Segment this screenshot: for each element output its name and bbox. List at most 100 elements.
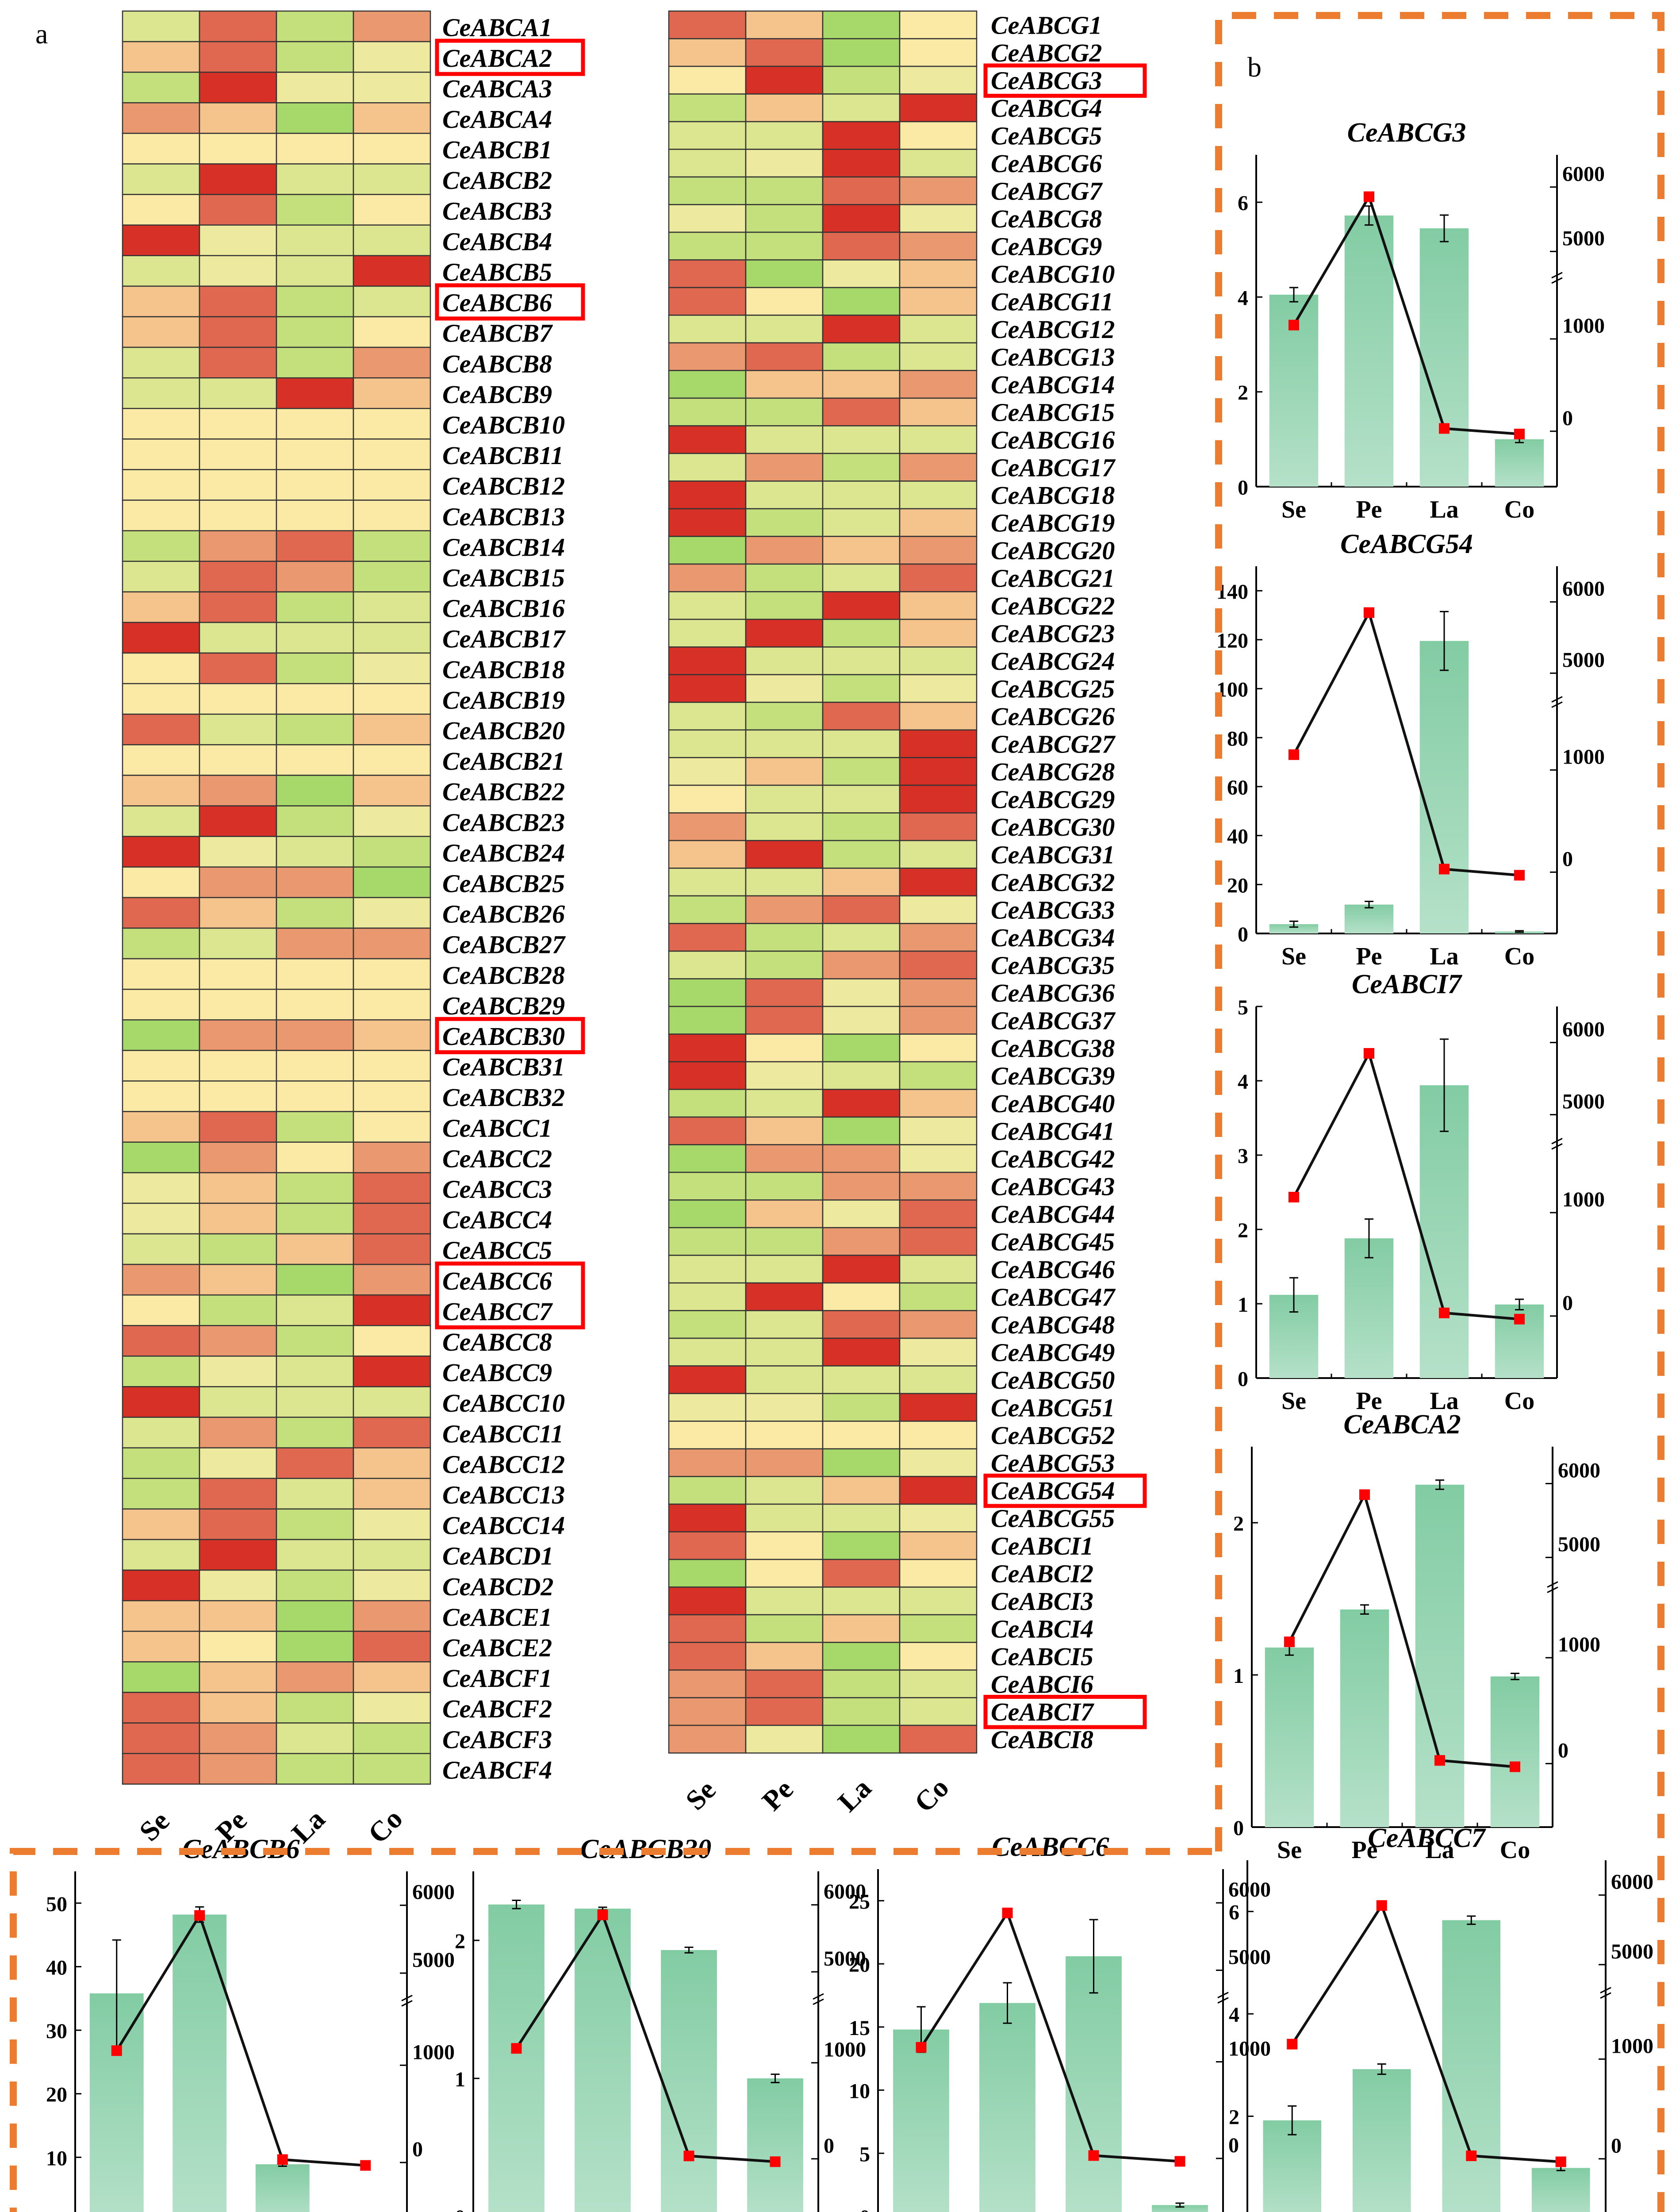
heatmap-cell (276, 1356, 354, 1387)
heatmap-cell (199, 1753, 277, 1785)
heatmap-cell (745, 38, 824, 67)
heatmap-cell (199, 1202, 277, 1235)
heatmap-cell (899, 342, 978, 371)
heatmap-cell (668, 38, 747, 67)
heatmap-cell (276, 1478, 354, 1510)
bar-line-chart: CeABCG540204060801001201400100050006000S… (1216, 529, 1605, 970)
heatmap-cell (668, 1089, 747, 1118)
heatmap-row-label: CeABCG6 (991, 149, 1102, 178)
heatmap-cell (745, 121, 824, 150)
heatmap-cell (122, 1569, 200, 1601)
heatmap-cell (276, 224, 354, 257)
heatmap-cell (822, 149, 901, 178)
heatmap-cell (822, 204, 901, 233)
heatmap-cell (745, 204, 824, 233)
heatmap-row-label: CeABCC5 (442, 1236, 552, 1265)
heatmap-row-label: CeABCE2 (442, 1633, 552, 1662)
heatmap-cell (899, 287, 978, 316)
heatmap-cell (668, 1310, 747, 1339)
heatmap-cell (199, 377, 277, 409)
heatmap-cell (199, 71, 277, 104)
bar-line-chart: CeABCB300120100050006000SePeLaCo (455, 1834, 866, 2212)
heatmap-row-label: CeABCG51 (991, 1393, 1115, 1422)
right-tick-label: 1000 (1558, 1633, 1600, 1656)
heatmap-column-label: Co (362, 1803, 409, 1850)
heatmap-cell (353, 41, 431, 73)
heatmap-cell (276, 1569, 354, 1601)
heatmap-cell (353, 775, 431, 806)
heatmap-cell (668, 121, 747, 150)
axis-break-mark (401, 2000, 413, 2007)
heatmap-cell (276, 1111, 354, 1143)
heatmap-cell (668, 674, 747, 703)
heatmap-cell (122, 714, 200, 745)
heatmap-cell (122, 591, 200, 623)
heatmap-cell (668, 1559, 747, 1588)
heatmap-cell (122, 41, 200, 73)
heatmap-cell (276, 133, 354, 165)
line-marker (1364, 607, 1374, 618)
heatmap-cell (668, 1448, 747, 1477)
line-series (1292, 609, 1520, 877)
heatmap-cell (745, 93, 824, 123)
left-tick-label: 4 (1238, 1070, 1248, 1094)
heatmap-row-label: CeABCB31 (442, 1052, 565, 1081)
heatmap-cell (745, 1614, 824, 1643)
heatmap-cell (276, 255, 354, 287)
heatmap-row-label: CeABCG1 (991, 11, 1102, 39)
heatmap-cell (899, 1144, 978, 1173)
heatmap-cell (822, 342, 901, 371)
heatmap-row-label: CeABCG10 (991, 260, 1115, 288)
heatmap-cell (745, 231, 824, 261)
bar (1340, 1609, 1389, 1827)
heatmap-row-label: CeABCC9 (442, 1358, 552, 1387)
heatmap-cell (668, 1255, 747, 1284)
heatmap-cell (822, 1531, 901, 1560)
heatmap-cell (668, 812, 747, 841)
left-tick-label: 0 (1238, 1367, 1248, 1391)
heatmap-row-label: CeABCI4 (991, 1614, 1093, 1643)
heatmap-cell (668, 1586, 747, 1616)
heatmap-cell (199, 1080, 277, 1112)
heatmap-cell (899, 1171, 978, 1201)
heatmap-row-label: CeABCG4 (991, 94, 1102, 123)
heatmap-cell (199, 1294, 277, 1326)
heatmap-cell (199, 1600, 277, 1632)
heatmap-cell (822, 1282, 901, 1311)
heatmap-row-label: CeABCB16 (442, 594, 565, 623)
heatmap-cell (199, 224, 277, 257)
heatmap-cell (353, 1080, 431, 1112)
axis-break-mark (1551, 701, 1563, 708)
line-series (1288, 1491, 1515, 1768)
heatmap-cell (276, 1202, 354, 1235)
heatmap-cell (745, 1171, 824, 1201)
heatmap-cell (199, 1478, 277, 1510)
heatmap-cell (899, 453, 978, 482)
heatmap-cell (122, 133, 200, 165)
heatmap-cell (122, 775, 200, 806)
heatmap-row-label: CeABCG49 (991, 1338, 1115, 1367)
heatmap-cell (199, 1692, 277, 1724)
heatmap-row-label: CeABCI1 (991, 1532, 1093, 1560)
line-marker (1284, 1636, 1295, 1647)
heatmap-cell (353, 1050, 431, 1082)
heatmap-cell (822, 480, 901, 510)
bar (1419, 1085, 1469, 1378)
heatmap-cell (122, 1356, 200, 1387)
heatmap-cell (199, 683, 277, 715)
left-tick-label: 20 (46, 2083, 67, 2107)
right-tick-label: 0 (824, 2134, 834, 2158)
heatmap-cell (899, 149, 978, 178)
heatmap-cell (745, 536, 824, 565)
heatmap-cell (276, 499, 354, 531)
heatmap-cell (199, 775, 277, 806)
axis-break-mark (1600, 1992, 1611, 1999)
heatmap-cell (353, 836, 431, 868)
heatmap-cell (353, 927, 431, 960)
heatmap-cell (276, 1019, 354, 1051)
heatmap-cell (353, 71, 431, 104)
heatmap-row-label: CeABCG29 (991, 785, 1115, 814)
heatmap-cell (199, 897, 277, 929)
heatmap-cell (822, 287, 901, 316)
